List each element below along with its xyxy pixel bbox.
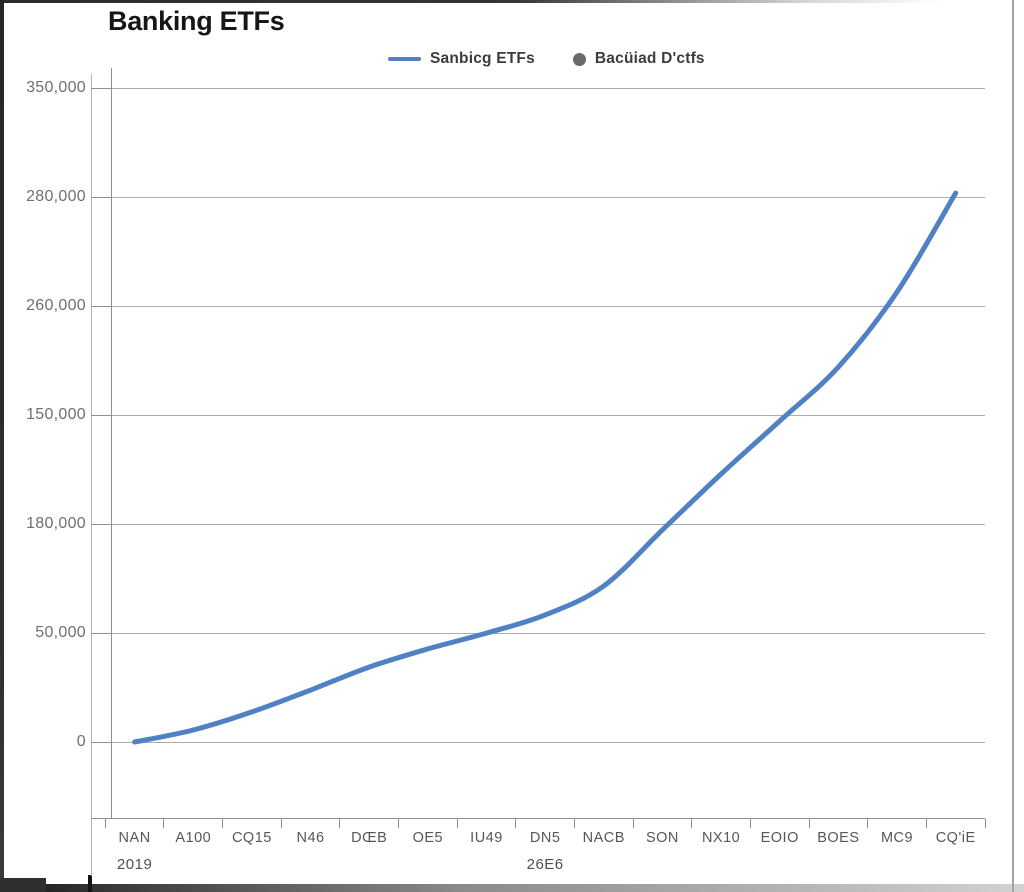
x-tick-label: NX10 (701, 830, 741, 846)
y-tick-label: 150,000 (26, 406, 86, 423)
x-tick (573, 819, 575, 828)
x-tick (456, 819, 458, 828)
x-axis-year-label: 26E6 (526, 856, 564, 873)
chart-title: Banking ETFs (108, 6, 285, 36)
y-gridline (91, 741, 985, 743)
window-left-border (0, 0, 4, 892)
x-tick-label: CQ'iE (935, 830, 976, 846)
y-gridline (91, 87, 985, 89)
y-axis-line (111, 68, 112, 818)
x-tick-label: MC9 (880, 830, 914, 846)
y-tick (91, 741, 112, 743)
x-tick (515, 819, 517, 828)
x-tick (398, 819, 400, 828)
series-line (132, 190, 959, 745)
y-axis-outer-line (91, 74, 92, 876)
x-tick (222, 819, 224, 828)
x-tick (808, 819, 810, 828)
bottom-left-corner-block (0, 878, 46, 892)
window-right-border (1012, 0, 1014, 892)
x-tick-label: OE5 (412, 830, 444, 846)
legend-item-series2: Bacüiad D'ctfs (572, 50, 705, 68)
x-tick (104, 819, 106, 828)
y-tick-label: 350,000 (26, 79, 86, 96)
legend-label-series1: Sanbicg ETFs (430, 50, 535, 67)
y-tick (91, 305, 112, 307)
y-gridline (91, 196, 985, 198)
x-tick-label: EOIO (760, 830, 799, 846)
x-tick-label: IU49 (470, 830, 503, 846)
chart-legend: Sanbicg ETFs Bacüiad D'ctfs (388, 50, 705, 68)
x-tick (163, 819, 165, 828)
legend-line-swatch-icon (388, 57, 421, 61)
x-tick-label: NACB (582, 830, 625, 846)
axis-foot-tick (88, 875, 92, 892)
y-gridline (91, 632, 985, 634)
x-tick (984, 819, 986, 828)
x-tick-label: NAN (118, 830, 151, 846)
window-top-border (4, 0, 1024, 3)
y-tick-label: 50,000 (35, 624, 86, 641)
y-gridline (91, 305, 985, 307)
window-bottom-border (0, 884, 1024, 892)
x-tick-label: A100 (175, 830, 212, 846)
y-tick-label: 280,000 (26, 188, 86, 205)
y-tick-label: 260,000 (26, 297, 86, 314)
x-tick-label: CQ15 (231, 830, 272, 846)
y-tick-label: 180,000 (26, 515, 86, 532)
x-tick-label: N46 (296, 830, 325, 846)
x-axis-year-label: 2019 (116, 856, 153, 873)
y-gridline (91, 414, 985, 416)
y-gridline (91, 523, 985, 525)
x-axis-line (91, 818, 985, 819)
legend-dot-swatch-icon (572, 52, 586, 66)
y-tick (91, 523, 112, 525)
y-tick (91, 87, 112, 89)
y-tick (91, 414, 112, 416)
x-tick (339, 819, 341, 828)
x-tick (925, 819, 927, 828)
x-tick-label: DN5 (529, 830, 561, 846)
x-tick (691, 819, 693, 828)
legend-label-series2: Bacüiad D'ctfs (594, 50, 705, 67)
legend-item-series1: Sanbicg ETFs (388, 50, 535, 68)
x-tick-label: SON (645, 830, 679, 846)
y-tick (91, 632, 112, 634)
y-tick-label: 0 (76, 733, 86, 750)
x-tick (280, 819, 282, 828)
x-tick-label: BOES (817, 830, 860, 846)
x-tick (867, 819, 869, 828)
y-tick (91, 196, 112, 198)
x-tick-label: DŒB (351, 830, 388, 846)
x-tick (632, 819, 634, 828)
x-tick (749, 819, 751, 828)
